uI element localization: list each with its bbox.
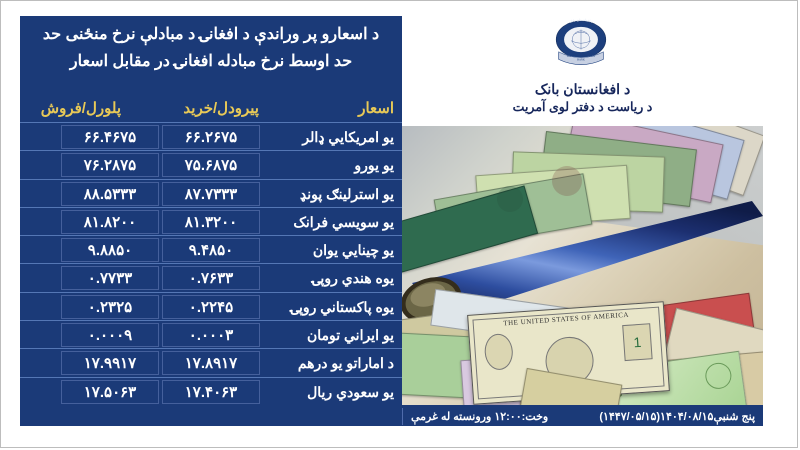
svg-text:DA AFGHANISTAN: DA AFGHANISTAN	[567, 54, 596, 58]
svg-text:BANK: BANK	[577, 58, 585, 61]
